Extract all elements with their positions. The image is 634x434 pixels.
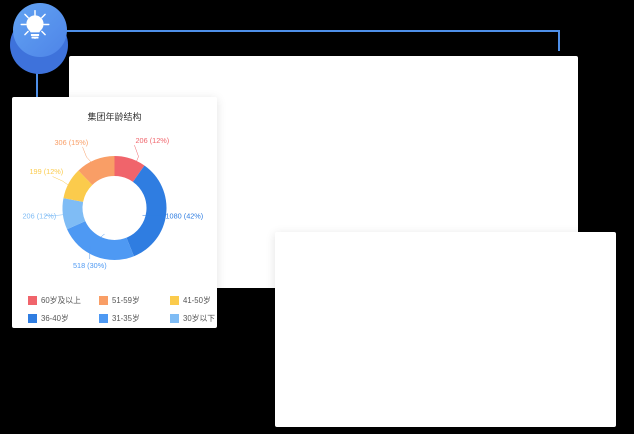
svg-text:206 (12%): 206 (12%) bbox=[136, 136, 170, 145]
svg-text:1080 (42%): 1080 (42%) bbox=[166, 212, 204, 221]
svg-text:518 (30%): 518 (30%) bbox=[73, 261, 107, 270]
svg-text:199 (12%): 199 (12%) bbox=[30, 167, 64, 176]
svg-text:306 (15%): 306 (15%) bbox=[55, 138, 89, 147]
svg-text:206 (12%): 206 (12%) bbox=[23, 212, 57, 221]
